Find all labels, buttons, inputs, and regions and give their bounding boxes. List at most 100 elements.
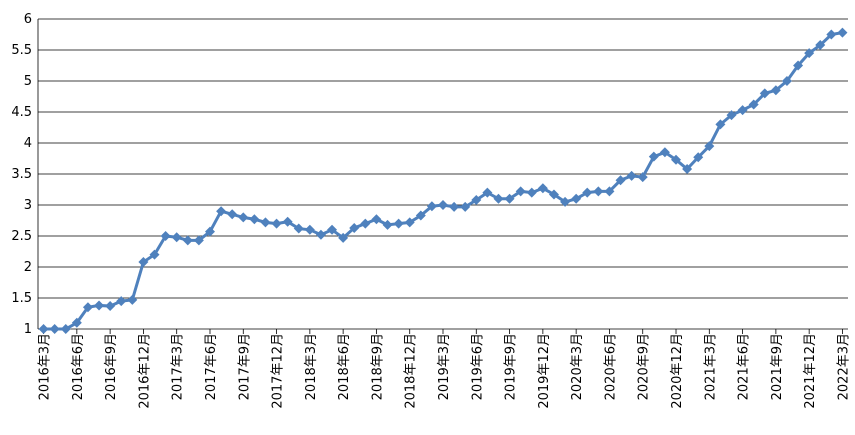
- x-tick-label: 2018年12月: [404, 333, 419, 409]
- marker: [781, 76, 792, 86]
- x-tick-label: 2016年6月: [71, 333, 86, 400]
- marker: [426, 201, 437, 212]
- x-tick-label: 2021年6月: [737, 333, 752, 400]
- x-tick-label: 2016年12月: [137, 333, 152, 409]
- marker: [94, 300, 105, 311]
- x-tick-label: 2017年12月: [271, 333, 286, 409]
- x-tick-label: 2021年9月: [770, 333, 785, 400]
- x-tick-label: 2018年9月: [370, 333, 385, 400]
- marker: [560, 196, 571, 207]
- x-tick-label: 2020年3月: [570, 333, 585, 400]
- x-tick-label: 2020年12月: [670, 333, 685, 409]
- marker: [282, 216, 293, 227]
- marker: [793, 60, 804, 71]
- marker: [571, 193, 582, 204]
- marker: [626, 170, 637, 181]
- marker: [493, 193, 504, 204]
- y-tick-label: 1: [24, 322, 32, 337]
- y-tick-label: 4.5: [11, 105, 32, 120]
- marker: [182, 235, 193, 246]
- marker: [138, 257, 149, 268]
- x-tick-label: 2017年9月: [237, 333, 252, 400]
- marker: [449, 201, 460, 212]
- marker: [515, 186, 526, 197]
- marker: [149, 249, 160, 260]
- marker: [438, 200, 448, 210]
- marker: [349, 222, 360, 233]
- marker: [60, 324, 71, 334]
- marker: [193, 235, 204, 246]
- y-tick-label: 2: [24, 260, 32, 275]
- marker: [471, 195, 482, 206]
- x-tick-label: 2018年3月: [304, 333, 319, 400]
- marker: [404, 217, 415, 228]
- marker: [693, 152, 704, 163]
- series-line: [43, 31, 843, 331]
- marker: [715, 119, 726, 130]
- x-tick-label: 2018年6月: [337, 333, 352, 400]
- marker: [82, 302, 93, 313]
- marker: [260, 217, 271, 228]
- marker: [482, 187, 493, 198]
- marker: [504, 193, 515, 204]
- marker: [737, 105, 748, 116]
- marker: [770, 85, 781, 96]
- marker: [704, 141, 715, 152]
- x-tick-label: 2017年6月: [204, 333, 219, 400]
- marker: [71, 317, 82, 328]
- x-tick-label: 2022年3月: [836, 333, 851, 400]
- marker: [671, 154, 682, 165]
- marker: [38, 324, 49, 334]
- marker: [105, 301, 116, 312]
- marker: [216, 206, 227, 217]
- marker: [371, 214, 382, 225]
- marker: [748, 99, 759, 110]
- x-tick-label: 2020年9月: [637, 333, 652, 400]
- marker: [338, 232, 349, 243]
- marker: [548, 189, 559, 200]
- marker: [382, 219, 393, 230]
- marker: [726, 110, 737, 121]
- marker: [360, 218, 371, 229]
- x-tick-label: 2020年6月: [603, 333, 618, 400]
- marker: [582, 187, 593, 198]
- marker: [238, 212, 249, 223]
- marker: [49, 324, 60, 334]
- marker: [304, 224, 315, 235]
- marker: [615, 175, 626, 186]
- x-tick-label: 2016年9月: [104, 333, 119, 400]
- marker: [271, 218, 282, 229]
- x-tick-label: 2019年12月: [537, 333, 552, 409]
- marker: [293, 223, 304, 234]
- marker: [648, 151, 659, 162]
- marker: [593, 186, 604, 197]
- y-tick-label: 3.5: [11, 167, 32, 182]
- marker: [315, 229, 326, 240]
- x-tick-label: 2016年3月: [38, 333, 53, 400]
- marker: [815, 40, 826, 51]
- x-tick-label: 2021年3月: [703, 333, 718, 400]
- y-tick-label: 1.5: [11, 291, 32, 306]
- y-tick-label: 2.5: [11, 229, 32, 244]
- marker: [127, 294, 138, 305]
- x-tick-label: 2021年12月: [803, 333, 818, 409]
- x-tick-label: 2019年9月: [504, 333, 519, 400]
- marker: [327, 224, 338, 235]
- marker: [659, 147, 670, 158]
- marker: [804, 48, 815, 59]
- y-tick-label: 5: [24, 74, 32, 89]
- marker: [171, 232, 182, 243]
- y-tick-label: 5.5: [11, 43, 32, 58]
- marker: [249, 214, 260, 225]
- y-tick-label: 6: [24, 12, 32, 27]
- marker: [460, 201, 471, 212]
- x-tick-label: 2019年6月: [470, 333, 485, 400]
- marker: [604, 186, 615, 197]
- marker: [415, 210, 426, 221]
- marker: [160, 231, 171, 241]
- x-tick-label: 2019年3月: [437, 333, 452, 400]
- marker: [837, 27, 848, 38]
- marker: [116, 296, 127, 307]
